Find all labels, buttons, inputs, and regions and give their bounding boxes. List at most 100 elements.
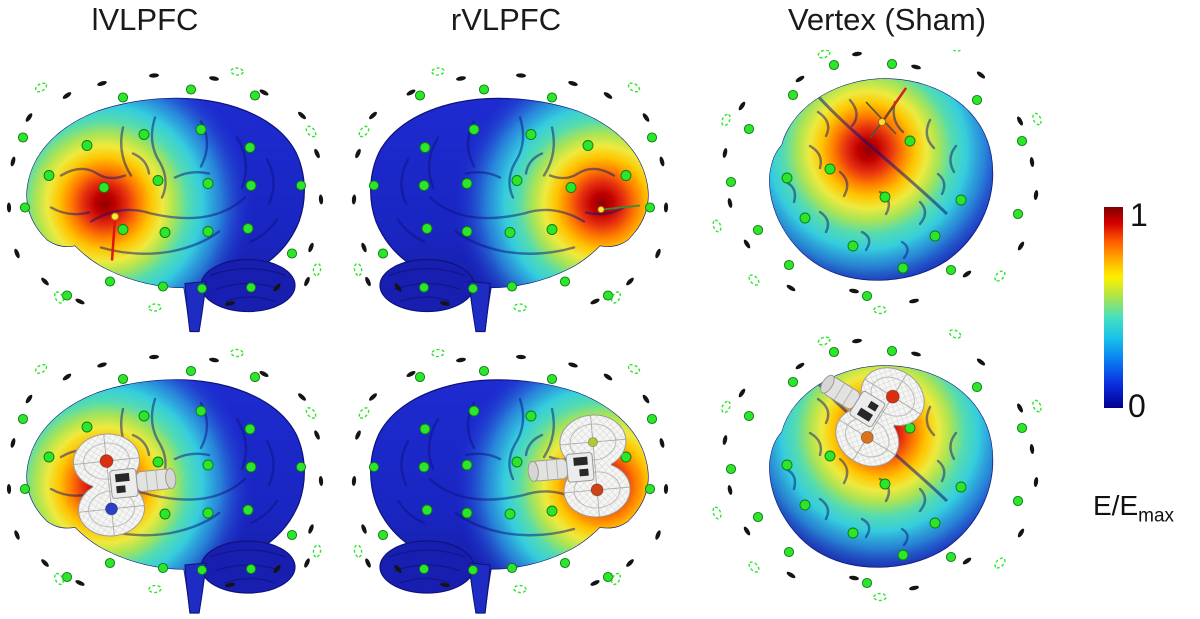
electrode-dot bbox=[743, 123, 755, 135]
electrode-dot bbox=[202, 459, 214, 471]
electrode-dash bbox=[355, 430, 361, 440]
electrode-outline bbox=[431, 67, 445, 76]
electrode-dot bbox=[783, 259, 795, 271]
electrode-dot bbox=[295, 180, 307, 191]
electrode-dash bbox=[6, 484, 12, 494]
electrode-dot bbox=[414, 90, 426, 101]
electrode-dot bbox=[421, 504, 433, 516]
electrode-outline bbox=[312, 544, 322, 558]
electrode-dash bbox=[318, 476, 324, 486]
electrode-dot bbox=[955, 481, 967, 493]
electrode-dot bbox=[245, 563, 257, 575]
electrode-outline bbox=[148, 303, 162, 312]
brainstem bbox=[468, 562, 491, 614]
coil-target-marker bbox=[597, 204, 641, 213]
electrode-dash bbox=[62, 92, 72, 99]
brain-render-lateralL bbox=[6, 348, 324, 614]
electrode-dot bbox=[504, 508, 516, 520]
electrode-dot bbox=[461, 226, 473, 237]
electrode-dot bbox=[781, 459, 793, 471]
electrode-dash bbox=[14, 248, 20, 259]
electrode-dash bbox=[626, 277, 634, 286]
electrode-dash bbox=[568, 362, 578, 368]
electrode-dot bbox=[138, 129, 150, 140]
electrode-dash bbox=[976, 71, 986, 79]
electrode-dash bbox=[355, 148, 361, 159]
tms-coil bbox=[527, 414, 631, 518]
electrode-dot bbox=[419, 142, 431, 153]
electrode-dash bbox=[743, 239, 751, 249]
electrode-outline bbox=[305, 125, 317, 138]
electrode-dot bbox=[955, 194, 967, 206]
electrode-dot bbox=[565, 182, 577, 193]
electrode-dot bbox=[525, 129, 537, 140]
electrode-dash bbox=[849, 288, 859, 294]
colorbar-min-label: 0 bbox=[1128, 388, 1146, 424]
coil-connector bbox=[856, 407, 874, 422]
electrode-dash bbox=[209, 357, 219, 363]
electrode-dash bbox=[273, 283, 281, 292]
electrode-dot bbox=[159, 227, 171, 238]
electrode-dot bbox=[377, 248, 389, 259]
efield-hotspot bbox=[769, 78, 993, 281]
electrode-dot bbox=[117, 224, 129, 235]
tms-coil bbox=[820, 367, 925, 467]
electrode-outline bbox=[353, 262, 363, 277]
electrode-dash bbox=[456, 76, 466, 81]
electrode-dash bbox=[259, 371, 269, 377]
electrode-dash bbox=[962, 270, 972, 278]
panel-rvlpfc-with-coil bbox=[340, 339, 670, 619]
electrode-dash bbox=[659, 156, 665, 167]
electrode-outline bbox=[54, 572, 64, 586]
electrode-outline bbox=[305, 407, 317, 419]
electrode-dot bbox=[644, 483, 656, 495]
electrode-dash bbox=[149, 73, 159, 78]
electrode-outline bbox=[513, 303, 527, 312]
electrode-dot bbox=[244, 423, 256, 435]
electrode-dot bbox=[157, 281, 169, 292]
electrode-dot bbox=[117, 373, 129, 385]
electrode-dot bbox=[582, 140, 594, 151]
electrode-dash bbox=[852, 338, 862, 344]
electrode-dash bbox=[351, 194, 357, 205]
electrode-dash bbox=[259, 89, 269, 96]
electrode-dot bbox=[511, 175, 523, 186]
electrode-dot bbox=[138, 410, 150, 422]
electrode-dot bbox=[81, 140, 93, 151]
electrode-dot bbox=[245, 461, 257, 473]
electrode-dot bbox=[886, 58, 898, 70]
electrode-dash bbox=[75, 580, 85, 586]
sulci bbox=[49, 116, 279, 255]
electrode-dot bbox=[185, 84, 197, 95]
electrode-dot bbox=[799, 499, 811, 511]
brain-render-lateralR bbox=[351, 67, 669, 333]
electrode-dot bbox=[196, 564, 208, 576]
electrode-outline bbox=[994, 557, 1006, 569]
electrode-dot bbox=[286, 529, 298, 541]
electrode-outline bbox=[948, 329, 962, 339]
electrode-dash bbox=[642, 394, 650, 404]
electrode-dot bbox=[725, 463, 737, 475]
electrode-dot bbox=[886, 345, 898, 357]
electrode-dot bbox=[478, 84, 490, 95]
electrode-outline bbox=[34, 82, 48, 93]
electrode-dot bbox=[879, 478, 891, 490]
coil-connector bbox=[114, 472, 130, 483]
electrode-outline bbox=[54, 291, 64, 304]
electrode-dot bbox=[461, 178, 473, 189]
electrode-outline bbox=[1032, 399, 1042, 413]
coil-connector bbox=[573, 456, 588, 466]
electrode-dot bbox=[929, 517, 941, 529]
coil-connector bbox=[579, 468, 589, 477]
electrode-dash bbox=[568, 80, 578, 87]
electrode-dash bbox=[97, 80, 107, 87]
brain-render-top bbox=[712, 50, 1042, 315]
electrode-dash bbox=[590, 298, 600, 305]
electrode-dash bbox=[909, 585, 919, 591]
electrode-dot bbox=[202, 178, 214, 189]
coil-connector bbox=[867, 400, 879, 412]
sulci bbox=[396, 116, 626, 255]
colorbar-quantity-sub: max bbox=[1138, 505, 1175, 527]
electrode-dot bbox=[468, 124, 480, 135]
coil-target-marker bbox=[865, 87, 908, 139]
